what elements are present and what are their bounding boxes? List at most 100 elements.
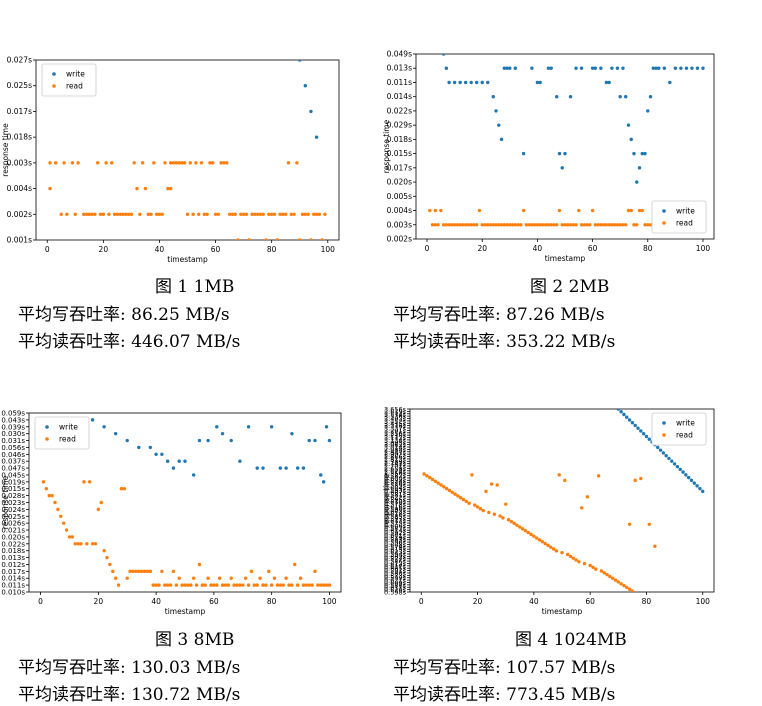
y-tick-label: 0.580s: [384, 569, 407, 577]
read-point: [439, 483, 443, 487]
read-point: [269, 583, 274, 587]
write-point: [497, 123, 501, 127]
read-point: [425, 474, 429, 478]
read-point: [261, 212, 265, 216]
read-point: [489, 482, 494, 486]
read-point: [157, 583, 161, 587]
read-point: [90, 542, 95, 546]
read-point: [197, 562, 202, 567]
y-tick-label: 0.617s: [384, 562, 407, 570]
read-point: [197, 212, 201, 216]
read-point: [582, 561, 587, 566]
write-point: [535, 80, 540, 85]
read-point: [250, 212, 254, 216]
write-point: [191, 473, 196, 477]
x-tick-label: 60: [211, 245, 221, 254]
y-tick-label: 0.603s: [384, 508, 407, 516]
read-point: [534, 536, 539, 540]
read-point: [226, 583, 231, 587]
y-tick-label: 0.579s: [384, 543, 407, 551]
data-points: [428, 54, 705, 227]
read-point: [588, 223, 592, 227]
y-tick-label: 0.609s: [384, 579, 407, 587]
legend-box: [41, 63, 97, 97]
read-point: [139, 569, 144, 574]
read-point: [549, 545, 553, 549]
y-tick-label: 0.575s: [384, 520, 407, 528]
write-point: [521, 151, 526, 156]
y-tick-label: 0.049s: [387, 50, 412, 59]
read-point: [264, 238, 268, 240]
read-point: [118, 212, 122, 216]
read-point: [615, 223, 620, 227]
chart-panel-1: 0 20 40 60 80 100 0.001s 0.002s 0.004s 0.003s 0.01…: [0, 0, 381, 353]
chart-panel-2: 0 20 40 60 80 100 0.002s 0.003s 0.004s 0.005s 0.02…: [381, 0, 762, 353]
y-tick-label: 0.598s: [384, 589, 407, 597]
write-point: [324, 425, 329, 429]
read-point: [530, 223, 534, 227]
read-point: [608, 574, 612, 579]
read-point: [223, 583, 228, 587]
write-point: [679, 66, 683, 70]
read-point: [527, 223, 531, 227]
read-point: [568, 554, 573, 559]
write-point: [555, 94, 559, 99]
read-point: [470, 473, 474, 477]
y-tick-label: 0.576s: [384, 479, 407, 487]
write-point: [689, 478, 694, 483]
y-tick-label: 3.134s: [384, 436, 407, 444]
write-point: [641, 432, 646, 436]
y-tick-label: 0.037s: [1, 458, 25, 466]
data-points: [48, 60, 327, 240]
read-point: [433, 479, 438, 483]
read-point: [546, 223, 551, 227]
write-point: [684, 473, 688, 477]
read-point: [238, 583, 242, 587]
y-tick-label: 0.621s: [384, 577, 407, 585]
y-tick-label: 0.587s: [384, 524, 407, 532]
read-point: [56, 507, 60, 512]
write-point: [640, 151, 644, 156]
legend-box: [34, 416, 90, 450]
read-point: [138, 212, 142, 216]
y-tick-label: 0.616s: [384, 503, 407, 511]
write-point: [284, 466, 288, 470]
y-tick-label: 0.020s: [387, 178, 412, 187]
read-point: [591, 565, 595, 569]
x-tick-label: 100: [322, 597, 337, 606]
read-point: [111, 569, 115, 574]
y-tick-label: 0.619s: [384, 534, 407, 542]
read-point: [579, 223, 584, 227]
read-point: [630, 589, 635, 592]
read-point: [44, 487, 49, 491]
y-tick-label: 0.025s: [1, 513, 25, 521]
read-point: [501, 516, 505, 520]
read-point: [258, 576, 262, 580]
read-point: [222, 161, 226, 165]
read-point: [571, 223, 575, 227]
write-point: [513, 66, 518, 70]
data-points: [422, 409, 705, 592]
y-tick-label: 0.589s: [384, 482, 407, 490]
write-point: [695, 484, 699, 488]
read-point: [229, 576, 233, 580]
write-point: [661, 451, 666, 455]
read-point: [635, 223, 639, 227]
read-point: [469, 223, 473, 227]
read-point: [264, 583, 268, 587]
avg-write-throughput-2: 平均写吞吐率: 87.26 MB/s: [393, 305, 605, 325]
scatter-chart-2: 0 20 40 60 80 100 0.002s 0.003s 0.004s 0.005s 0.02…: [382, 50, 715, 263]
write-point: [278, 466, 283, 470]
read-point: [152, 161, 156, 165]
read-point: [157, 212, 162, 216]
read-point: [183, 583, 187, 587]
read-point: [306, 212, 310, 216]
write-point: [568, 94, 573, 99]
y-tick-label: 0.002s: [387, 235, 412, 244]
y-tick-label: 0.573s: [384, 572, 407, 580]
y-tick-label: 0.624s: [384, 477, 407, 485]
read-point: [492, 512, 497, 516]
read-point: [272, 212, 277, 216]
y-tick-label: 0.583s: [384, 536, 407, 544]
write-point: [171, 466, 176, 470]
